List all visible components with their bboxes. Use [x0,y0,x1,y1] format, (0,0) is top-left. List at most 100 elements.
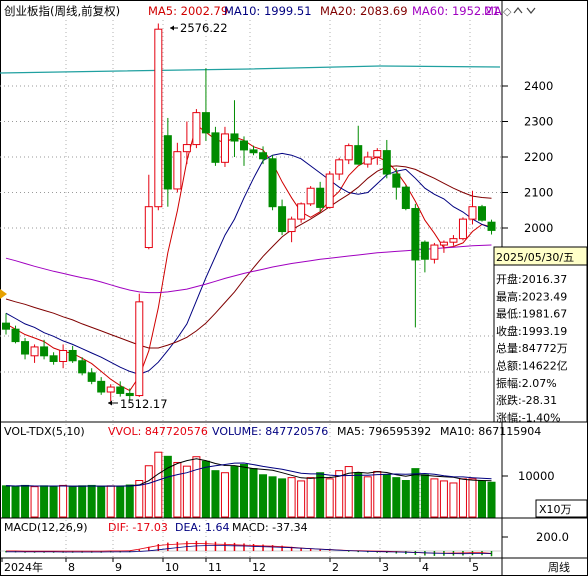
candle[interactable] [220,126,229,167]
dif-legend: DIF: -17.03 [108,521,168,534]
candle[interactable] [240,136,248,166]
volume-bar [201,460,210,518]
dea-line [6,545,492,555]
time-label: 12 [252,561,266,574]
volume-bar [163,455,172,518]
candle[interactable] [21,338,30,360]
candle[interactable] [411,203,420,328]
candle[interactable] [297,202,306,223]
info-row: 总量:84772万 [496,341,568,355]
dea-legend: DEA: 1.64 [175,521,229,534]
candle[interactable] [344,143,353,165]
chevron-up-icon[interactable] [513,7,523,14]
candle[interactable] [163,117,172,207]
vol-title: VOL-TDX(5,10) [4,425,85,438]
time-label: 10 [165,561,179,574]
candle[interactable] [316,181,325,213]
candle[interactable] [325,171,334,209]
candle[interactable] [392,168,401,200]
candle[interactable] [430,242,439,264]
volume-bar [306,477,315,518]
candle[interactable] [97,377,106,395]
info-row: 涨跌:-28.31 [496,393,557,407]
candle[interactable] [420,240,429,273]
volume-bar [449,482,458,518]
candle[interactable] [78,357,87,376]
candle[interactable] [154,23,163,211]
time-label: 9 [115,561,122,574]
candle[interactable] [278,199,287,236]
candle[interactable] [363,151,372,168]
diamond-icon[interactable]: ◇ [503,5,512,18]
candle[interactable] [230,100,239,157]
volume-bar [30,486,39,518]
candle[interactable] [401,185,410,211]
volume-bar [154,451,163,518]
candle[interactable] [458,217,467,241]
candle[interactable] [135,293,144,397]
volume-bar [97,486,106,518]
volume-bar [268,476,277,518]
candle[interactable] [106,384,115,402]
high-label: 2576.22 [180,21,228,35]
candle[interactable] [487,219,496,235]
ma5-line [5,124,492,392]
candle[interactable] [68,345,77,363]
candle[interactable] [40,339,49,360]
info-row: 最低:1981.67 [496,308,567,321]
volume-bar [11,485,20,518]
candle[interactable] [11,325,20,344]
candle[interactable] [287,216,296,243]
candle[interactable] [268,155,277,211]
vol-ma5-legend: MA5: 796595392 [337,425,431,438]
volume-bars [2,451,496,518]
chart-title: 创业板指(周线,前复权) [4,4,120,18]
candle[interactable] [49,352,58,365]
volume-bar [249,468,258,518]
time-label: 2024年 [4,560,43,574]
candle[interactable] [59,344,68,369]
candle[interactable] [2,313,10,335]
candle[interactable] [144,174,153,250]
candle[interactable] [306,186,315,206]
volume-bar [78,485,87,518]
period-label[interactable]: 周线 [548,560,570,574]
candle[interactable] [449,235,458,246]
volume-bar [144,465,153,518]
volume-bar [373,470,382,518]
vol-ma10-line [5,462,492,487]
candle[interactable] [116,381,125,397]
price-tick-label: 2400 [524,79,553,93]
candle[interactable] [211,126,220,166]
volume-bar [325,478,334,518]
volume-bar [21,484,30,518]
candle[interactable] [192,109,201,149]
candle[interactable] [182,121,191,165]
candle[interactable] [30,344,39,363]
candle[interactable] [259,146,268,165]
candle[interactable] [354,125,363,165]
candle[interactable] [201,68,210,142]
candle[interactable] [87,368,96,385]
volume-bar [49,485,58,518]
candle[interactable] [382,139,391,179]
candle[interactable] [439,240,448,253]
chevron-down-icon[interactable] [526,7,536,14]
candle[interactable] [335,157,344,181]
volume-bar [430,478,439,518]
candle[interactable] [373,148,382,165]
ma-long-line [0,65,501,74]
candle[interactable] [468,190,477,225]
info-row: 振幅:2.07% [496,376,557,390]
candle[interactable] [249,145,258,156]
candle[interactable] [478,204,486,222]
volume-bar [116,485,125,518]
candles [2,23,496,402]
volume-bar [487,481,496,518]
high-annotation: 2576.22 [170,21,228,35]
candle[interactable] [173,142,182,193]
ma-more-legend: MA [484,4,502,18]
volume-bar [59,484,68,518]
candle[interactable] [125,388,134,401]
